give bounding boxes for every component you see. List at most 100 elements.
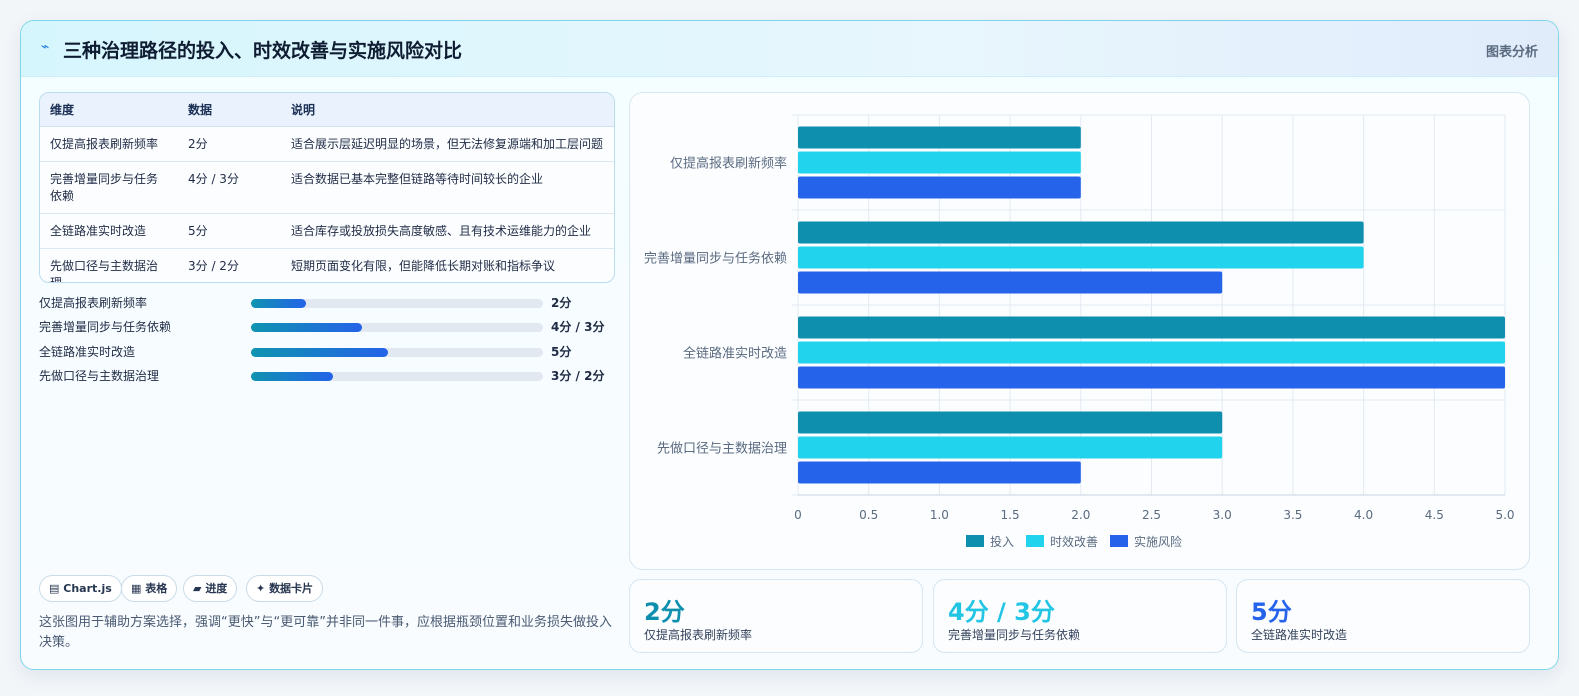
x-tick-label: 2.5 (1142, 508, 1161, 522)
lightning-icon: ⌁ (41, 39, 50, 55)
progress-track (251, 372, 543, 381)
bar (798, 151, 1081, 174)
table-header-row: 维度 数据 说明 (40, 93, 614, 127)
stat-card: 4分 / 3分 完善增量同步与任务依赖 (933, 579, 1227, 653)
table-row: 全链路准实时改造 5分 适合库存或投放损失高度敏感、且有技术运维能力的企业 (40, 213, 614, 249)
y-tick-label: 先做口径与主数据治理 (657, 442, 787, 457)
sparkle-icon: ✦ (256, 582, 266, 595)
table-cell: 4分 / 3分 (178, 161, 281, 214)
progress-fill (251, 323, 362, 332)
x-tick-label: 1.5 (1001, 508, 1020, 522)
legend-label: 时效改善 (1050, 534, 1098, 549)
card-header: ⌁ 三种治理路径的投入、时效改善与实施风险对比 图表分析 (21, 21, 1558, 77)
legend-label: 实施风险 (1134, 534, 1182, 549)
progress-row: 先做口径与主数据治理 3分 / 2分 (39, 367, 605, 387)
progress-value: 5分 (551, 345, 572, 359)
chip-data-card[interactable]: ✦ 数据卡片 (246, 575, 324, 602)
progress-fill (251, 348, 389, 357)
table-cell: 适合数据已基本完整但链路等待时间较长的企业 (281, 161, 614, 214)
legend-swatch (1110, 535, 1128, 547)
bar (798, 271, 1223, 294)
progress-row: 全链路准实时改造 5分 (39, 343, 605, 363)
x-tick-label: 0.5 (859, 508, 878, 522)
table-row: 仅提高报表刷新频率 2分 适合展示层延迟明显的场景，但无法修复源端和加工层问题 (40, 126, 614, 162)
chart-panel: 0 0.5 1.0 1.5 2.0 2.5 3.0 3.5 4.0 4.5 5.0 仅提高报表刷新频率… (629, 92, 1530, 570)
analysis-card: ⌁ 三种治理路径的投入、时效改善与实施风险对比 图表分析 维度 数据 说明 仅提… (20, 20, 1559, 670)
bar (798, 461, 1081, 484)
bar (798, 246, 1364, 269)
legend-swatch (966, 535, 984, 547)
table-cell: 2分 (178, 126, 281, 162)
chip-chartjs[interactable]: ▤ Chart.js (39, 575, 122, 602)
table-cell: 全链路准实时改造 (40, 213, 178, 249)
bar (798, 176, 1081, 199)
chip-label: 表格 (145, 582, 168, 595)
y-tick-label: 仅提高报表刷新频率 (670, 156, 787, 172)
stat-value: 2分 (644, 598, 685, 626)
table-row: 先做口径与主数据治理 3分 / 2分 短期页面变化有限，但能降低长期对账和指标争… (40, 248, 614, 283)
legend-swatch (1026, 535, 1044, 547)
progress-label: 先做口径与主数据治理 (39, 369, 160, 383)
chip-progress[interactable]: ▰ 进度 (183, 575, 238, 602)
progress-value: 2分 (551, 296, 572, 310)
progress-value: 4分 / 3分 (551, 320, 605, 334)
chip-label: Chart.js (63, 582, 112, 595)
table-cell: 完善增量同步与任务依赖 (40, 161, 178, 214)
table-cell: 适合库存或投放损失高度敏感、且有技术运维能力的企业 (281, 213, 614, 249)
chip-label: 数据卡片 (269, 582, 314, 595)
bar (798, 316, 1505, 339)
x-tick-label: 5.0 (1495, 508, 1514, 522)
table-header-cell: 维度 (40, 93, 178, 127)
bar (798, 221, 1364, 244)
x-tick-label: 0 (794, 508, 802, 522)
progress-track (251, 299, 543, 308)
chip-table[interactable]: ▦ 表格 (121, 575, 178, 602)
progress-value: 3分 / 2分 (551, 369, 605, 383)
table-cell: 3分 / 2分 (188, 258, 239, 273)
table-cell: 先做口径与主数据治理 (50, 258, 159, 283)
progress-icon: ▰ (193, 582, 202, 595)
stat-value: 4分 / 3分 (948, 598, 1055, 626)
legend-label: 投入 (990, 534, 1014, 549)
comparison-table: 维度 数据 说明 仅提高报表刷新频率 2分 适合展示层延迟明显的场景，但无法修复… (39, 92, 615, 283)
y-tick-label: 全链路准实时改造 (683, 346, 787, 362)
table-cell: 仅提高报表刷新频率 (40, 126, 178, 162)
bar (798, 436, 1223, 459)
x-tick-label: 3.0 (1213, 508, 1232, 522)
stat-label: 完善增量同步与任务依赖 (948, 628, 1081, 642)
page-title: 三种治理路径的投入、时效改善与实施风险对比 (63, 40, 463, 62)
x-tick-label: 2.0 (1071, 508, 1090, 522)
x-tick-label: 3.5 (1283, 508, 1302, 522)
bar (798, 366, 1505, 389)
x-tick-label: 1.0 (930, 508, 949, 522)
bar (798, 341, 1505, 364)
table-cell: 短期页面变化有限，但能降低长期对账和指标争议 (291, 258, 556, 273)
progress-row: 仅提高报表刷新频率 2分 (39, 294, 605, 314)
table-icon: ▦ (131, 582, 142, 595)
table-row: 完善增量同步与任务依赖 4分 / 3分 适合数据已基本完整但链路等待时间较长的企… (40, 161, 614, 214)
stat-card: 2分 仅提高报表刷新频率 (629, 579, 923, 653)
bar (798, 126, 1081, 149)
table-cell: 5分 (178, 213, 281, 249)
stat-card: 5分 全链路准实时改造 (1236, 579, 1530, 653)
table-header-cell: 数据 (178, 93, 281, 127)
progress-label: 仅提高报表刷新频率 (39, 296, 148, 310)
x-tick-label: 4.0 (1354, 508, 1373, 522)
table-header-cell: 说明 (281, 93, 614, 127)
bar (798, 411, 1223, 434)
header-tag: 图表分析 (1485, 45, 1538, 60)
y-tick-label: 完善增量同步与任务依赖 (644, 251, 787, 267)
table-cell: 适合展示层延迟明显的场景，但无法修复源端和加工层问题 (281, 126, 614, 162)
chart-icon: ▤ (49, 582, 60, 595)
progress-row: 完善增量同步与任务依赖 4分 / 3分 (39, 318, 605, 338)
stat-label: 全链路准实时改造 (1251, 628, 1348, 642)
bar-chart: 0 0.5 1.0 1.5 2.0 2.5 3.0 3.5 4.0 4.5 5.0 仅提高报表刷新频率… (644, 114, 1515, 549)
footnote: 这张图用于辅助方案选择，强调“更快”与“更可靠”并非同一件事，应根据瓶颈位置和业… (39, 615, 612, 650)
stat-value: 5分 (1251, 598, 1292, 626)
progress-label: 全链路准实时改造 (39, 345, 136, 359)
x-tick-label: 4.5 (1425, 508, 1444, 522)
progress-track (251, 348, 543, 357)
stat-label: 仅提高报表刷新频率 (644, 628, 753, 642)
progress-track (251, 323, 543, 332)
progress-fill (251, 299, 307, 308)
